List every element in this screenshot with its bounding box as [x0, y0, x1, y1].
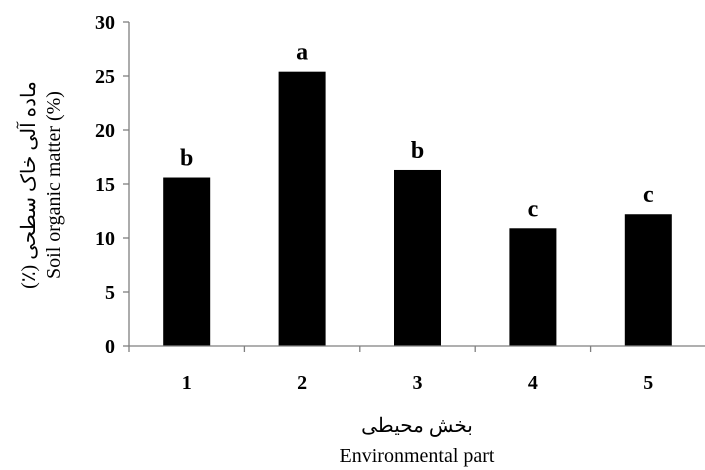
y-tick-label: 25: [95, 66, 115, 88]
x-tick-label: 2: [297, 372, 307, 394]
y-tick-label: 10: [95, 228, 115, 250]
x-tick-label: 4: [528, 372, 538, 394]
x-tick-label: 5: [643, 372, 653, 394]
x-tick-label: 3: [413, 372, 423, 394]
y-tick-label: 15: [95, 174, 115, 196]
bar-3: [394, 169, 441, 346]
x-axis-title: Environmental part: [340, 445, 495, 467]
significance-label: c: [528, 196, 539, 222]
x-tick-label: 1: [182, 372, 192, 394]
significance-label: b: [180, 146, 193, 172]
significance-label: b: [411, 138, 424, 164]
bar-1: [163, 177, 211, 346]
significance-label: a: [296, 40, 308, 66]
x-axis: 1 2 3 4 5: [128, 345, 705, 394]
y-tick-label: 0: [105, 336, 115, 358]
significance-label: c: [643, 182, 654, 208]
bar-4: [509, 228, 557, 346]
significance-labels: b a b c c: [180, 40, 654, 223]
y-tick-label: 20: [95, 120, 115, 142]
x-axis-title-persian: بخش محیطی: [361, 415, 473, 437]
bar-2: [278, 71, 326, 347]
y-axis-title: Soil organic matter (%): [43, 91, 65, 279]
bar-5: [624, 214, 672, 346]
y-tick-label: 30: [95, 12, 115, 34]
bars-layer: [163, 71, 672, 347]
y-axis: 0 5 10 15 20 25 30: [95, 12, 130, 358]
y-tick-label: 5: [105, 282, 115, 304]
y-axis-title-persian: ماده آلی خاک سطحی (٪): [16, 81, 40, 289]
